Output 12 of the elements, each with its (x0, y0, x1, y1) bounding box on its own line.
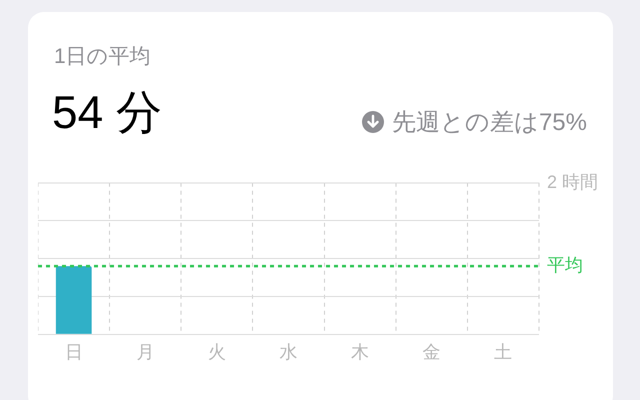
text: 先週との差は75% (392, 108, 587, 138)
x-tick-label: 水 (279, 342, 298, 362)
chart-title: 1日の平均 (54, 44, 151, 70)
y-tick-label: 2 時間 (546, 172, 598, 192)
x-tick-label: 土 (494, 342, 512, 362)
ref-line-label: 平均 (546, 255, 583, 276)
x-tick-label: 金 (422, 342, 441, 362)
x-tick-label: 木 (351, 342, 370, 362)
chart-subtitle: 54 分 (52, 85, 162, 140)
x-tick-label: 火 (208, 342, 226, 362)
x-tick-label: 月 (136, 342, 154, 362)
x-tick-label: 日 (64, 342, 83, 362)
